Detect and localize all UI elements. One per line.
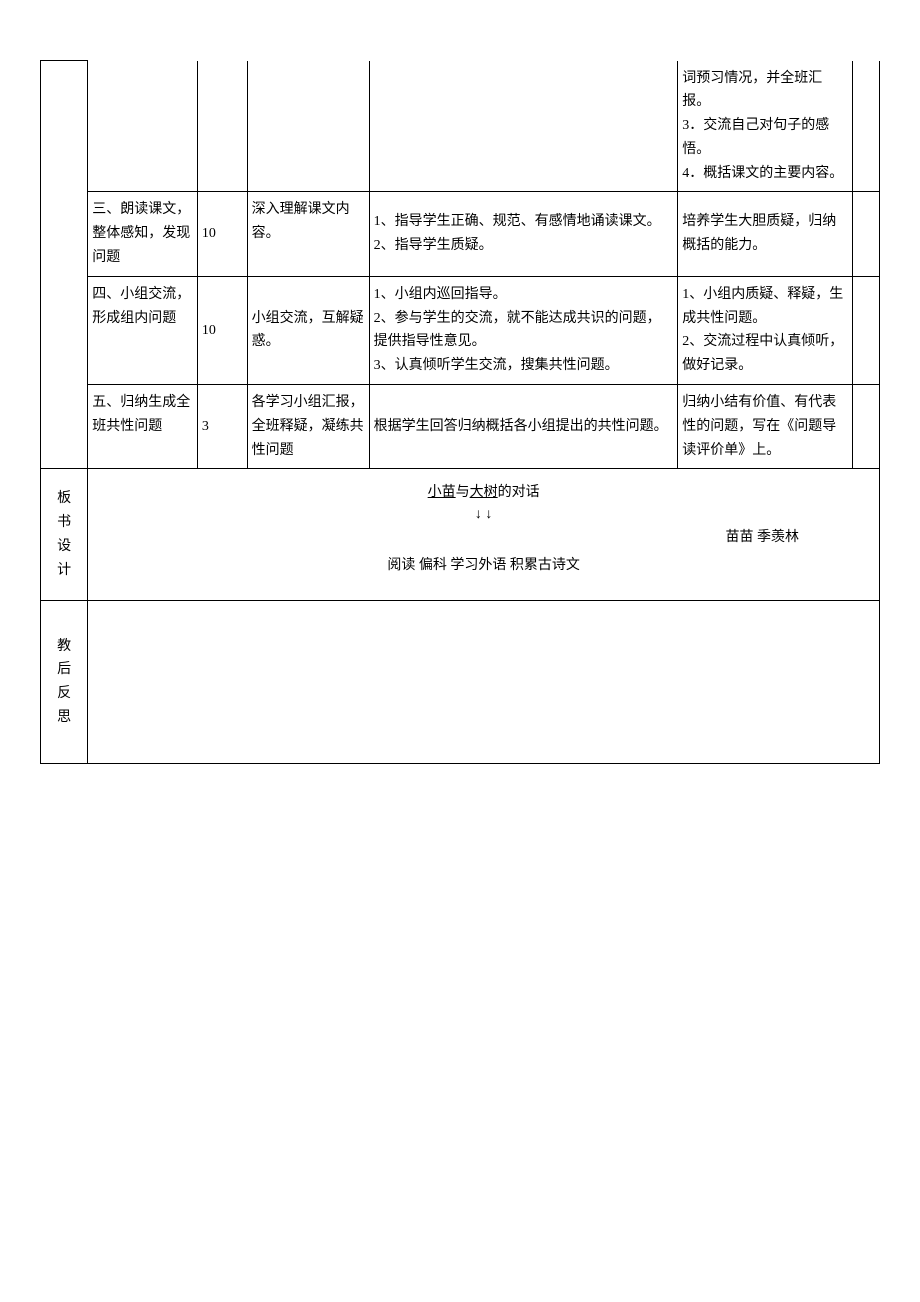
board-design-row: 板书设计 小苗与大树的对话 ↓ ↓ 苗苗 季羡林 阅读 偏科 学习外语 积累古诗… xyxy=(41,469,880,601)
board-label: 板书设计 xyxy=(45,487,83,582)
cell-teacher xyxy=(369,61,678,192)
cell-time: 3 xyxy=(197,385,247,469)
cell-intent: 深入理解课文内容。 xyxy=(247,192,369,276)
board-title-suffix: 大树 xyxy=(470,485,498,500)
board-label-cell: 板书设计 xyxy=(41,469,88,601)
board-keywords: 阅读 偏科 学习外语 积累古诗文 xyxy=(108,552,859,580)
cell-student: 1、小组内质疑、释疑，生成共性问题。 2、交流过程中认真倾听，做好记录。 xyxy=(678,276,852,384)
lesson-plan-table: 词预习情况，并全班汇报。 3．交流自己对句子的感悟。 4．概括课文的主要内容。 … xyxy=(40,60,880,764)
cell-note xyxy=(852,192,879,276)
table-row: 四、小组交流，形成组内问题 10 小组交流，互解疑惑。 1、小组内巡回指导。 2… xyxy=(41,276,880,384)
cell-student: 词预习情况，并全班汇报。 3．交流自己对句子的感悟。 4．概括课文的主要内容。 xyxy=(678,61,852,192)
cell-note xyxy=(852,61,879,192)
document-page: 词预习情况，并全班汇报。 3．交流自己对句子的感悟。 4．概括课文的主要内容。 … xyxy=(40,60,880,764)
cell-intent: 小组交流，互解疑惑。 xyxy=(247,276,369,384)
table-row: 词预习情况，并全班汇报。 3．交流自己对句子的感悟。 4．概括课文的主要内容。 xyxy=(41,61,880,192)
board-names: 苗苗 季羡林 xyxy=(108,524,859,552)
table-row: 三、朗读课文，整体感知，发现问题 10 深入理解课文内容。 1、指导学生正确、规… xyxy=(41,192,880,276)
cell-teacher: 根据学生回答归纳概括各小组提出的共性问题。 xyxy=(369,385,678,469)
cell-time: 10 xyxy=(197,192,247,276)
cell-teacher: 1、小组内巡回指导。 2、参与学生的交流，就不能达成共识的问题，提供指导性意见。… xyxy=(369,276,678,384)
cell-step: 四、小组交流，形成组内问题 xyxy=(88,276,198,384)
board-arrows: ↓ ↓ xyxy=(108,507,859,524)
reflection-label: 教后反思 xyxy=(45,635,83,730)
cell-step xyxy=(88,61,198,192)
cell-step: 三、朗读课文，整体感知，发现问题 xyxy=(88,192,198,276)
cell-intent: 各学习小组汇报，全班释疑，凝练共性问题 xyxy=(247,385,369,469)
board-title: 小苗与大树的对话 xyxy=(108,479,859,507)
left-rail-cell xyxy=(41,61,88,469)
cell-student: 培养学生大胆质疑，归纳概括的能力。 xyxy=(678,192,852,276)
cell-intent xyxy=(247,61,369,192)
reflection-content-cell xyxy=(88,601,880,764)
cell-note xyxy=(852,385,879,469)
table-row: 五、归纳生成全班共性问题 3 各学习小组汇报，全班释疑，凝练共性问题 根据学生回… xyxy=(41,385,880,469)
reflection-label-cell: 教后反思 xyxy=(41,601,88,764)
board-title-tail: 的对话 xyxy=(498,485,540,500)
cell-student: 归纳小结有价值、有代表性的问题，写在《问题导读评价单》上。 xyxy=(678,385,852,469)
cell-time xyxy=(197,61,247,192)
cell-teacher: 1、指导学生正确、规范、有感情地诵读课文。 2、指导学生质疑。 xyxy=(369,192,678,276)
cell-step: 五、归纳生成全班共性问题 xyxy=(88,385,198,469)
cell-time: 10 xyxy=(197,276,247,384)
board-title-prefix: 小苗 xyxy=(428,485,456,500)
board-title-mid: 与 xyxy=(456,485,470,500)
board-content-cell: 小苗与大树的对话 ↓ ↓ 苗苗 季羡林 阅读 偏科 学习外语 积累古诗文 xyxy=(88,469,880,601)
cell-note xyxy=(852,276,879,384)
reflection-row: 教后反思 xyxy=(41,601,880,764)
